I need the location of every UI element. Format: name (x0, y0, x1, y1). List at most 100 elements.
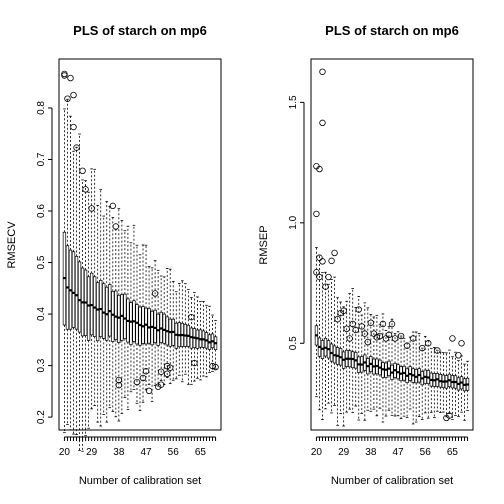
x-tick-label: 65 (195, 447, 207, 458)
x-tick-label: 20 (311, 447, 323, 458)
outlier-point (343, 325, 350, 333)
outlier-point (145, 387, 153, 395)
x-tick-label: 56 (168, 447, 180, 458)
rmsep-panel: PLS of starch on mp6 Number of calibrati… (258, 23, 474, 487)
box-plot-x46 (393, 333, 397, 417)
y-tick-label: 0.6 (36, 204, 47, 218)
outlier-point (346, 335, 353, 342)
box-plot-x20 (314, 247, 319, 398)
box-plot-x70 (465, 360, 470, 411)
outlier-point (115, 381, 123, 389)
outlier-point (313, 269, 320, 276)
iqr-box (86, 276, 91, 341)
box-plot-x24 (74, 146, 79, 436)
x-tick-label: 47 (140, 447, 152, 458)
outlier-point (331, 249, 338, 257)
x-tick-label: 47 (392, 447, 404, 458)
outlier-point (188, 313, 195, 321)
box-plot-x48 (147, 266, 151, 385)
box-plot-x27 (83, 180, 88, 437)
iqr-box (120, 294, 124, 341)
box-plot-x47 (396, 331, 400, 417)
outlier-point (455, 352, 462, 359)
outlier-point (325, 273, 332, 281)
outlier-point (109, 202, 116, 210)
outlier-point (112, 223, 120, 230)
outlier-point (157, 368, 165, 375)
outlier-point (82, 186, 89, 193)
outlier-point (458, 340, 465, 347)
iqr-box (117, 294, 121, 343)
x-axis-label: Number of calibration set (331, 475, 453, 487)
y-tick-label: 1.5 (288, 95, 299, 109)
box-plot-x24 (326, 283, 331, 404)
box-plot-x59 (180, 280, 184, 383)
outlier-point (319, 258, 326, 265)
box-plot-x40 (123, 230, 127, 399)
chart-title: PLS of starch on mp6 (325, 23, 459, 38)
outlier-point (373, 334, 381, 341)
outlier-point (334, 315, 341, 323)
box-plot-x56 (423, 335, 427, 414)
box-plot-x68 (459, 355, 464, 413)
box-plot-x35 (108, 206, 112, 409)
outlier-point (322, 283, 329, 290)
box-plot-x69 (462, 363, 467, 421)
outlier-point (355, 306, 362, 313)
box-plot-x60 (183, 283, 187, 375)
y-tick-label: 0.3 (36, 358, 47, 372)
outlier-point (419, 344, 426, 352)
box-plot-x43 (132, 224, 136, 390)
outlier-point (391, 335, 399, 342)
iqr-box (138, 306, 142, 346)
outlier-point (191, 359, 198, 367)
box-plot-x32 (351, 288, 355, 413)
y-tick-label: 0.8 (36, 101, 47, 115)
box-plot-x36 (111, 217, 115, 412)
box-plot-x22 (320, 272, 325, 420)
y-tick-label: 0.7 (36, 152, 47, 166)
box-plot-x70 (213, 319, 218, 370)
box-plot-x52 (411, 331, 415, 425)
box-plot-x55 (420, 347, 424, 420)
outlier-point (385, 331, 393, 339)
box-plot-x57 (174, 291, 178, 380)
outlier-point (379, 320, 387, 328)
y-tick-label: 0.5 (288, 336, 299, 350)
x-tick-label: 29 (338, 447, 350, 458)
box-plot-x49 (150, 267, 154, 402)
iqr-box (141, 306, 145, 344)
outlier-point (388, 320, 396, 328)
chart-title: PLS of starch on mp6 (73, 23, 207, 38)
outlier-point (376, 332, 384, 340)
outlier-point (209, 362, 216, 370)
box-plot-x21 (317, 254, 322, 411)
outlier-point (70, 91, 77, 99)
box-plot-x65 (198, 301, 203, 381)
iqr-box (147, 308, 151, 344)
box-plot-x63 (192, 292, 197, 382)
box-plot-x65 (450, 356, 455, 421)
outlier-point (364, 338, 372, 346)
outlier-point (142, 368, 150, 375)
box-plot-x23 (323, 271, 328, 410)
outlier-point (115, 376, 123, 384)
box-plot-x64 (195, 296, 200, 379)
box-plot-x59 (432, 347, 436, 418)
box-plot-x37 (114, 228, 118, 418)
outlier-point (319, 68, 326, 75)
iqr-box (150, 310, 154, 346)
box-plot-x57 (426, 340, 430, 419)
outlier-point (79, 167, 86, 175)
box-plot-x58 (429, 348, 433, 413)
outlier-point (73, 144, 80, 151)
box-plot-x41 (126, 225, 130, 410)
box-plot-x40 (375, 314, 379, 417)
box-plot-x56 (171, 280, 175, 381)
box-plot-x67 (204, 304, 209, 378)
box-plot-x42 (381, 313, 385, 423)
box-plot-x22 (68, 115, 73, 431)
box-plot-x47 (144, 244, 148, 391)
box-plot-x49 (402, 337, 406, 417)
